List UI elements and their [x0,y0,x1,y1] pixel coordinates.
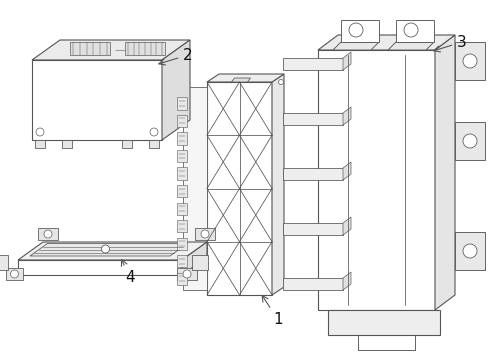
Polygon shape [149,140,159,148]
Polygon shape [342,272,350,290]
Polygon shape [177,273,186,285]
Circle shape [403,23,417,37]
Polygon shape [182,242,206,275]
Circle shape [36,128,44,136]
Polygon shape [177,203,186,215]
Circle shape [278,80,283,85]
Polygon shape [340,20,378,42]
Polygon shape [332,42,378,50]
Polygon shape [183,87,206,290]
Polygon shape [177,220,186,232]
Polygon shape [206,82,271,295]
Text: 4: 4 [121,260,135,285]
Circle shape [348,23,362,37]
Circle shape [462,244,476,258]
Polygon shape [177,268,197,280]
Polygon shape [122,140,132,148]
Polygon shape [454,42,484,80]
Polygon shape [35,140,45,148]
Text: 1: 1 [262,296,282,328]
Polygon shape [283,278,342,290]
Polygon shape [177,255,186,267]
Polygon shape [342,107,350,125]
Circle shape [462,54,476,68]
Circle shape [150,128,158,136]
Polygon shape [283,113,342,125]
Text: 2: 2 [159,48,192,65]
Polygon shape [342,52,350,70]
Polygon shape [454,232,484,270]
Circle shape [102,245,109,253]
Polygon shape [317,35,454,50]
Polygon shape [38,228,58,240]
Polygon shape [342,217,350,235]
Polygon shape [18,260,182,275]
Polygon shape [327,310,439,335]
Polygon shape [162,40,190,140]
Polygon shape [195,228,215,240]
Polygon shape [125,42,164,55]
Polygon shape [231,78,250,82]
Polygon shape [387,42,433,50]
Polygon shape [70,42,110,55]
Polygon shape [317,50,434,310]
Polygon shape [177,167,186,180]
Polygon shape [434,35,454,310]
Polygon shape [177,115,186,127]
Polygon shape [283,223,342,235]
Polygon shape [342,162,350,180]
Polygon shape [30,243,187,256]
Polygon shape [177,132,186,145]
Circle shape [183,270,191,278]
Polygon shape [6,268,23,280]
Polygon shape [177,97,186,109]
Polygon shape [192,255,207,270]
Circle shape [462,134,476,148]
Circle shape [10,270,19,278]
Polygon shape [177,185,186,197]
Text: 3: 3 [433,35,466,52]
Polygon shape [271,74,284,295]
Polygon shape [454,122,484,160]
Polygon shape [32,60,162,140]
Polygon shape [206,74,284,82]
Polygon shape [177,238,186,250]
Polygon shape [0,255,8,270]
Polygon shape [177,150,186,162]
Circle shape [201,230,208,238]
Polygon shape [62,140,72,148]
Polygon shape [283,168,342,180]
Polygon shape [18,242,206,260]
Polygon shape [283,58,342,70]
Circle shape [44,230,52,238]
Polygon shape [395,20,433,42]
Polygon shape [32,40,190,60]
